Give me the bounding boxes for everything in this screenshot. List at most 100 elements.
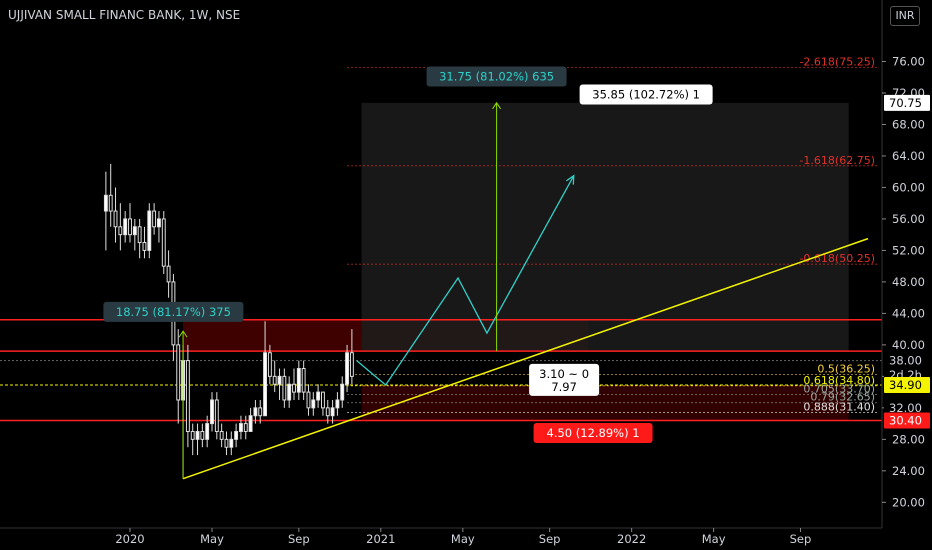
- candle: [147, 203, 152, 259]
- candle: [142, 226, 147, 259]
- candle-body: [335, 399, 340, 409]
- candle-body: [195, 430, 200, 440]
- candle: [263, 321, 268, 417]
- fib-level-label: 0.888(31.40): [803, 401, 875, 414]
- projection-path: [356, 175, 575, 386]
- candle-body: [320, 391, 325, 409]
- fib-level-label: 0.705(33.70): [803, 382, 875, 395]
- currency-button[interactable]: INR: [890, 6, 920, 26]
- price-axis-label-text: 70.75: [889, 96, 922, 110]
- candle: [340, 376, 345, 408]
- target-box: [361, 102, 849, 352]
- y-tick-label: 20.00: [892, 495, 925, 509]
- candle: [229, 431, 234, 456]
- candle: [272, 360, 277, 393]
- candle-body: [142, 242, 147, 251]
- candle: [258, 399, 263, 424]
- candle-body: [248, 415, 253, 432]
- candle: [195, 423, 200, 456]
- y-tick-label: 76.00: [892, 54, 925, 68]
- candle: [311, 392, 316, 416]
- candle-body: [108, 194, 113, 212]
- candle: [166, 250, 171, 298]
- x-tick-label: 2022: [617, 532, 646, 546]
- stop-percent-label: 4.50 (12.89%) 1: [533, 423, 653, 444]
- candle: [128, 203, 132, 243]
- y-tick-label: 52.00: [892, 243, 925, 257]
- fib-level-label: -1.618(62.75): [799, 154, 875, 167]
- candle: [277, 368, 282, 400]
- candle: [248, 407, 253, 432]
- candle-body: [253, 407, 258, 417]
- price-axis-label-text: 32.00: [889, 401, 922, 415]
- candle-body: [301, 367, 306, 393]
- candle: [210, 392, 214, 432]
- annotation-text: 3.10 ~ 0: [539, 367, 589, 381]
- candle: [320, 391, 325, 416]
- candle-body: [296, 367, 301, 393]
- candle-body: [118, 226, 123, 236]
- projection-arrowhead: [566, 174, 575, 185]
- y-tick-label: 64.00: [892, 149, 925, 163]
- candle: [301, 360, 306, 400]
- chart-title: UJJIVAN SMALL FINANC BANK, 1W, NSE: [8, 8, 241, 22]
- measure-arrow-head: [492, 101, 502, 110]
- annotation-text: 31.75 (81.02%) 635: [439, 69, 554, 83]
- candle: [292, 368, 296, 400]
- candle-body: [258, 407, 263, 417]
- candle: [267, 344, 272, 385]
- candle-body: [272, 375, 277, 385]
- y-tick-label: 60.00: [892, 180, 925, 194]
- candle: [161, 211, 166, 275]
- candle: [335, 392, 340, 416]
- candle-body: [161, 218, 166, 267]
- x-tick-label: May: [702, 532, 726, 546]
- candle: [176, 329, 181, 424]
- candle-body: [147, 210, 152, 251]
- candle-body: [214, 399, 219, 432]
- candle: [185, 344, 190, 448]
- candle-body: [210, 399, 214, 425]
- fib-level-label: 0.618(34.80): [803, 374, 875, 387]
- fib-level-label: 0.5(36.25): [817, 362, 875, 375]
- price-axis-label: 30.40: [884, 412, 930, 429]
- candle-body: [103, 194, 108, 212]
- candle-body: [349, 352, 354, 377]
- y-tick-label: 68.00: [892, 117, 925, 131]
- candle: [330, 399, 335, 424]
- candle: [118, 203, 123, 251]
- annotation-text: 4.50 (12.89%) 1: [547, 426, 640, 440]
- price-axis-label-box: [884, 412, 930, 429]
- candle: [238, 415, 243, 440]
- candle: [108, 163, 113, 227]
- candle: [137, 218, 142, 259]
- price-axis-label: 34.90: [884, 377, 930, 394]
- candle: [316, 384, 321, 408]
- annotation-box: [103, 301, 244, 322]
- candle: [349, 329, 354, 385]
- candle-body: [132, 226, 137, 236]
- price-axis-label-box: [884, 352, 930, 369]
- candle-body: [267, 352, 272, 377]
- candle-body: [282, 375, 287, 401]
- ratio-label: 3.10 ~ 07.97: [529, 363, 600, 396]
- y-tick-label: 44.00: [892, 306, 925, 320]
- target-up-arrow: [492, 101, 502, 352]
- candle-body: [316, 391, 321, 401]
- candle: [234, 423, 239, 448]
- candle: [214, 392, 219, 440]
- candle-body: [345, 352, 350, 385]
- candle-body: [185, 360, 190, 432]
- annotation-box: [533, 423, 653, 444]
- y-tick-label: 28.00: [892, 432, 925, 446]
- candle-body: [166, 265, 171, 283]
- annotation-text-line2: 7.97: [551, 380, 577, 394]
- price-axis-label-text: 38.00: [889, 354, 922, 368]
- candle-body: [200, 430, 205, 440]
- candle: [156, 211, 161, 243]
- fib-level-label: -2.618(75.25): [799, 55, 875, 68]
- candle: [190, 423, 195, 456]
- candle-body: [243, 423, 248, 432]
- annotation-text: 18.75 (81.17%) 375: [116, 305, 231, 319]
